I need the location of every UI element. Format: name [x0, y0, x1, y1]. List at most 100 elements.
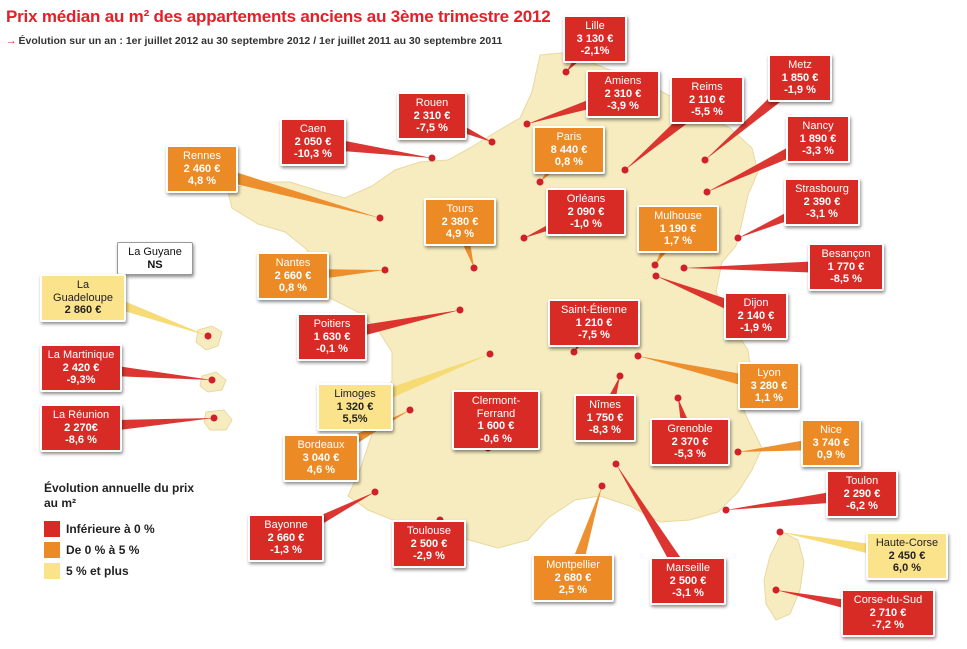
city-label-rouen: Rouen 2 310 € -7,5 % [397, 92, 467, 140]
city-label-orleans: Orléans 2 090 € -1,0 % [546, 188, 626, 236]
city-evolution: -6,2 % [846, 500, 878, 512]
legend-swatch-yellow [44, 562, 60, 579]
city-price: 3 280 € [750, 379, 788, 392]
city-name: Bordeaux [297, 439, 345, 451]
city-evolution: -3,1 % [672, 587, 704, 599]
city-evolution: -7,2 % [872, 619, 904, 631]
city-price: 1 850 € [781, 71, 819, 84]
legend: Évolution annuelle du prix au m² Inférie… [44, 481, 194, 581]
city-label-toulon: Toulon 2 290 € -6,2 % [826, 470, 898, 518]
city-label-poitiers: Poitiers 1 630 € -0,1 % [297, 313, 367, 361]
city-price: 2 660 € [274, 269, 312, 282]
city-name: Grenoble [667, 423, 713, 435]
city-price: 1 750 € [586, 411, 624, 424]
city-label-strasbourg: Strasbourg 2 390 € -3,1 % [784, 178, 860, 226]
city-evolution: -8,6 % [65, 434, 97, 446]
city-label-la-martinique: La Martinique 2 420 € -9,3% [40, 344, 122, 392]
city-price: 2 500 € [410, 537, 448, 550]
city-evolution: -8,5 % [830, 273, 862, 285]
city-label-besancon: Besançon 1 770 € -8,5 % [808, 243, 884, 291]
subtitle-text: Évolution sur un an : 1er juillet 2012 a… [18, 35, 503, 47]
city-evolution: 5,5% [342, 413, 368, 425]
city-name: Toulon [845, 475, 879, 487]
legend-item: 5 % et plus [44, 560, 194, 581]
city-name: Lille [585, 20, 605, 32]
city-price: 2 500 € [669, 574, 707, 587]
city-evolution: 4,6 % [306, 464, 336, 476]
legend-title: Évolution annuelle du prix au m² [44, 481, 195, 510]
city-price: 2 380 € [441, 215, 479, 228]
corse-du-sud-location-dot [772, 586, 780, 594]
city-name: Besançon [821, 248, 871, 260]
city-price: 2 090 € [567, 205, 605, 218]
city-evolution: -2,9 % [413, 550, 445, 562]
limoges-location-dot [486, 350, 494, 358]
nantes-location-dot [381, 266, 389, 274]
city-name: Toulouse [406, 525, 452, 537]
city-price: 2 390 € [803, 195, 841, 208]
city-label-clermont-ferrand: Clermont-Ferrand 1 600 € -0,6 % [452, 390, 540, 450]
city-label-marseille: Marseille 2 500 € -3,1 % [650, 557, 726, 605]
strasbourg-location-dot [734, 234, 742, 242]
city-evolution: -1,3 % [270, 544, 302, 556]
city-evolution: 2,5 % [558, 584, 588, 596]
marseille-pointer [616, 464, 694, 585]
arrow-right-icon: → [6, 35, 17, 47]
city-label-nice: Nice 3 740 €0,9 % [801, 419, 861, 467]
city-name: Amiens [604, 75, 642, 87]
city-evolution: -1,0 % [570, 218, 602, 230]
city-price: 1 600 € [477, 420, 515, 432]
city-name: Caen [299, 123, 327, 135]
city-label-grenoble: Grenoble 2 370 € -5,3 % [650, 418, 730, 466]
city-price: 2 050 € [294, 135, 332, 148]
city-name: La Réunion [52, 409, 110, 421]
city-name: Nancy [802, 120, 834, 132]
city-label-corse-du-sud: Corse-du-Sud 2 710 € -7,2 % [841, 589, 935, 637]
city-name: Bayonne [264, 519, 308, 531]
bayonne-location-dot [371, 488, 379, 496]
city-label-caen: Caen 2 050 € -10,3 % [280, 118, 346, 166]
city-label-nimes: Nîmes 1 750 € -8,3 % [574, 394, 636, 442]
page-title: Prix médian au m² des appartements ancie… [6, 7, 551, 26]
city-name: Orléans [566, 193, 606, 205]
city-name: Dijon [743, 297, 769, 309]
rouen-location-dot [488, 138, 496, 146]
haute-corse-location-dot [776, 528, 784, 536]
city-price: 2 140 € [737, 309, 775, 322]
reunion-shape [203, 409, 233, 431]
city-evolution: -3,3 % [802, 145, 834, 157]
city-evolution: -5,5 % [691, 106, 723, 118]
city-label-tours: Tours 2 380 €4,9 % [424, 198, 496, 246]
toulon-location-dot [722, 506, 730, 514]
city-price: 2 290 € [843, 487, 881, 500]
city-name: Saint-Étienne [560, 304, 628, 316]
la-reunion-location-dot [210, 414, 218, 422]
city-price: 2 710 € [869, 606, 907, 619]
city-label-paris: Paris 8 440 €0,8 % [533, 126, 605, 174]
city-name: Lyon [757, 367, 781, 379]
city-label-metz: Metz 1 850 € -1,9 % [768, 54, 832, 102]
city-name: Clermont-Ferrand [471, 395, 521, 420]
city-label-toulouse: Toulouse 2 500 € -2,9 % [392, 520, 466, 568]
city-price: 2 680 € [554, 571, 592, 584]
grenoble-location-dot [674, 394, 682, 402]
city-evolution: 1,1 % [754, 392, 784, 404]
city-name: Limoges [334, 388, 376, 400]
city-price: 2 110 € [688, 93, 726, 106]
mulhouse-location-dot [651, 261, 659, 269]
city-name: Strasbourg [795, 183, 849, 195]
legend-item-label: Inférieure à 0 % [66, 521, 155, 536]
city-price: 1 320 € [336, 400, 374, 413]
city-name: Nîmes [589, 399, 621, 411]
rennes-pointer [200, 162, 380, 218]
city-name: Montpellier [546, 559, 600, 571]
city-label-la-guadeloupe: La Guadeloupe 2 860 € [40, 274, 126, 322]
city-price: 2 370 € [671, 435, 709, 448]
marseille-location-dot [612, 460, 620, 468]
city-name: Nantes [275, 257, 311, 269]
amiens-location-dot [523, 120, 531, 128]
city-evolution: -0,6 % [480, 432, 512, 445]
city-evolution: 0,8 % [554, 156, 584, 168]
legend-item-label: 5 % et plus [66, 563, 129, 578]
city-name: Rennes [183, 150, 221, 162]
